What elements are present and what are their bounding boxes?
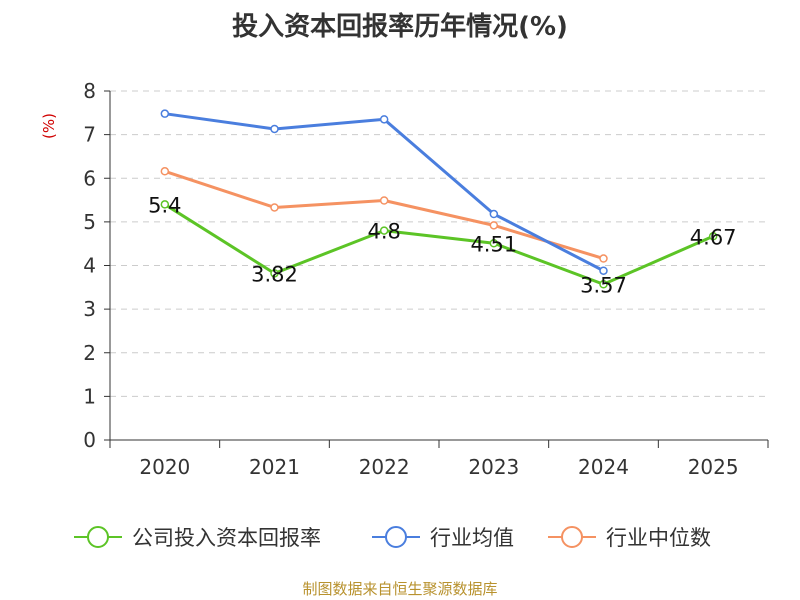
x-tick-label: 2022 bbox=[359, 455, 410, 479]
data-point bbox=[379, 226, 389, 235]
y-tick-label: 3 bbox=[83, 297, 96, 321]
y-tick-label: 4 bbox=[83, 254, 96, 278]
data-point bbox=[379, 196, 389, 205]
y-axis-label: (%) bbox=[40, 113, 58, 139]
data-point bbox=[708, 232, 718, 241]
data-point bbox=[270, 203, 279, 212]
legend-item-0: 公司投入资本回报率 bbox=[74, 526, 321, 550]
data-label: 3.82 bbox=[251, 262, 298, 286]
data-point bbox=[489, 239, 499, 248]
y-tick-label: 6 bbox=[83, 166, 96, 190]
y-tick-label: 2 bbox=[83, 341, 96, 365]
series-lines bbox=[160, 109, 718, 289]
x-tick-label: 2023 bbox=[468, 455, 519, 479]
y-tick-label: 8 bbox=[83, 79, 96, 103]
data-point bbox=[379, 115, 389, 124]
legend-label: 行业中位数 bbox=[606, 526, 711, 550]
data-label: 5.4 bbox=[148, 193, 181, 217]
legend-item-1: 行业均值 bbox=[372, 526, 514, 550]
data-point bbox=[599, 254, 608, 263]
legend-marker bbox=[561, 526, 583, 548]
y-tick-label: 0 bbox=[83, 428, 96, 452]
data-point bbox=[270, 124, 279, 134]
data-label: 4.67 bbox=[690, 225, 737, 249]
x-tick-label: 2024 bbox=[578, 455, 629, 479]
x-tick-label: 2021 bbox=[249, 455, 300, 479]
legend: 公司投入资本回报率 行业均值 行业中位数 bbox=[74, 526, 711, 550]
grid-lines bbox=[110, 90, 768, 397]
data-point bbox=[160, 167, 170, 176]
chart-title: 投入资本回报率历年情况(%) bbox=[232, 12, 568, 42]
data-point bbox=[599, 266, 608, 275]
series-line-0 bbox=[164, 203, 714, 286]
data-label: 4.51 bbox=[470, 232, 517, 256]
data-point bbox=[599, 280, 608, 289]
data-labels: 5.4 3.82 4.8 4.51 3.57 4.67 bbox=[148, 193, 736, 297]
legend-label: 行业均值 bbox=[430, 526, 514, 550]
legend-marker bbox=[385, 526, 407, 548]
legend-item-2: 行业中位数 bbox=[548, 526, 711, 550]
source-note: 制图数据来自恒生聚源数据库 bbox=[302, 580, 498, 598]
data-point bbox=[489, 221, 499, 230]
data-point bbox=[270, 269, 279, 278]
y-tick-label: 7 bbox=[83, 123, 96, 147]
x-tick-label: 2020 bbox=[139, 455, 190, 479]
legend-marker bbox=[87, 526, 109, 548]
y-tick-label: 1 bbox=[83, 384, 96, 408]
data-label: 3.57 bbox=[580, 273, 627, 297]
data-label: 4.8 bbox=[367, 220, 400, 244]
legend-label: 公司投入资本回报率 bbox=[132, 526, 321, 550]
axes: 0 1 2 3 4 5 6 7 8 2020 2021 2022 2023 2024 2025 bbox=[83, 79, 769, 479]
y-tick-label: 5 bbox=[83, 210, 96, 234]
x-tick-label: 2025 bbox=[688, 455, 739, 479]
data-point bbox=[160, 200, 170, 209]
data-point bbox=[489, 209, 499, 219]
data-point bbox=[160, 109, 170, 118]
